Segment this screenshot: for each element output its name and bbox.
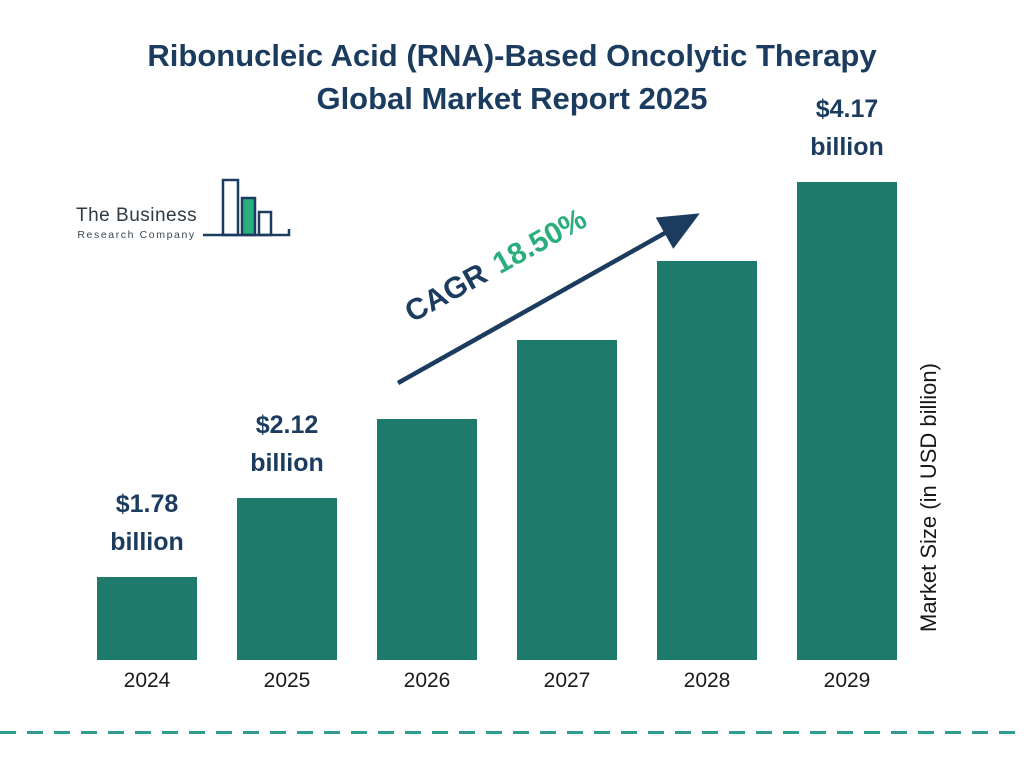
bar [797, 182, 897, 660]
x-axis-tick-label: 2027 [543, 669, 591, 692]
bottom-dashed-divider [0, 731, 1024, 734]
y-axis-label: Market Size (in USD billion) [916, 363, 941, 633]
page-title-line1: Ribonucleic Acid (RNA)-Based Oncolytic T… [147, 38, 877, 73]
page-title-line2: Global Market Report 2025 [316, 81, 708, 116]
x-axis-tick-label: 2024 [123, 669, 171, 692]
bar-value-amount: $4.17 [815, 95, 879, 123]
bar-value-unit: billion [250, 449, 324, 477]
bar-value-label: $4.17 billion [767, 90, 927, 166]
company-logo-subname: Research Company [77, 229, 196, 241]
bar [517, 340, 617, 660]
cagr-value: 18.50% [487, 202, 593, 281]
company-logo: The Business Research Company [76, 174, 293, 247]
bar-value-unit: billion [110, 528, 184, 556]
cagr-label: CAGR [399, 257, 493, 330]
bar [657, 261, 757, 660]
bar-value-amount: $2.12 [255, 411, 319, 439]
bar-chart-logo-icon [201, 174, 293, 247]
company-logo-name: The Business [76, 205, 198, 226]
cagr-annotation: CAGR18.50% [400, 202, 593, 330]
bar-value-unit: billion [810, 133, 884, 161]
bar-value-label: $1.78 billion [67, 485, 227, 561]
bar-value-amount: $1.78 [115, 490, 179, 518]
bar [237, 498, 337, 660]
company-logo-text: The Business Research Company [76, 205, 197, 241]
page-title: Ribonucleic Acid (RNA)-Based Oncolytic T… [0, 34, 1024, 120]
x-axis-tick-label: 2029 [823, 669, 871, 692]
bar [97, 577, 197, 660]
x-axis-tick-label: 2026 [403, 669, 451, 692]
x-axis-tick-label: 2028 [683, 669, 731, 692]
bar-value-label: $2.12 billion [207, 406, 367, 482]
x-axis-tick-label: 2025 [263, 669, 311, 692]
bar [377, 419, 477, 660]
